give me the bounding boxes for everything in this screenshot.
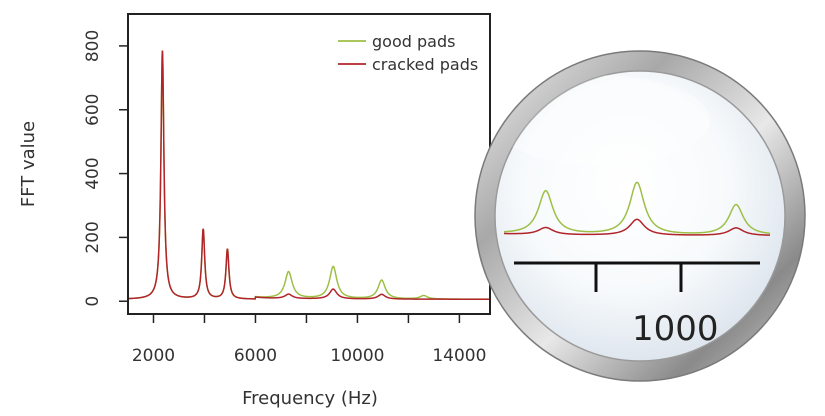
y-tick-label: 600 <box>83 94 103 126</box>
x-tick-label: 2000 <box>132 346 175 366</box>
y-axis: 0 200 400 600 800 <box>83 30 128 307</box>
x-tick-label: 6000 <box>234 346 277 366</box>
x-tick-label: 10000 <box>330 346 384 366</box>
series-layer <box>128 50 490 300</box>
y-axis-title: FFT value <box>18 121 39 207</box>
legend-label: good pads <box>372 32 455 51</box>
magnifier-tick-label: 1000 <box>632 309 719 349</box>
series-line-good-pads <box>128 50 490 300</box>
y-tick-label: 200 <box>83 221 103 253</box>
legend-label: cracked pads <box>372 55 478 74</box>
x-axis-title: Frequency (Hz) <box>242 388 378 409</box>
y-tick-label: 0 <box>83 296 103 307</box>
plot-area: 2000 6000 10000 14000 0 200 400 600 800 <box>83 13 491 366</box>
magnifier-axis <box>514 261 760 292</box>
y-tick-label: 800 <box>83 30 103 62</box>
x-axis: 2000 6000 10000 14000 <box>132 314 486 366</box>
y-tick-label: 400 <box>83 157 103 189</box>
magnifier-line-cracked-pads <box>503 218 771 236</box>
magnifier: 1000 <box>474 50 806 382</box>
magnifier-series <box>503 181 771 236</box>
series-line-cracked-pads <box>128 50 490 300</box>
legend: good pads cracked pads <box>338 32 478 74</box>
magnifier-lens <box>494 70 786 362</box>
x-tick-label: 14000 <box>432 346 486 366</box>
magnifier-line-good-pads <box>503 181 771 235</box>
